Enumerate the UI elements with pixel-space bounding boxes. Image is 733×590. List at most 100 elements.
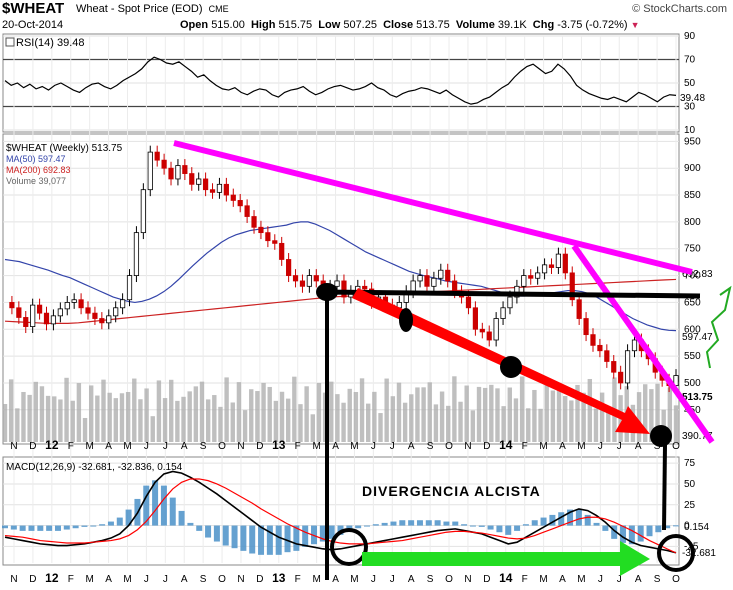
candle-body [64, 302, 70, 310]
candle-body [493, 318, 499, 341]
volume-bar [544, 381, 549, 442]
volume-bar [316, 382, 322, 442]
candle-body [140, 189, 146, 234]
volume-bar [181, 396, 186, 442]
y-tick-label: 75 [684, 458, 696, 469]
histogram-bar [125, 509, 132, 526]
x-tick-label: D [483, 574, 490, 585]
candle-body [521, 275, 527, 287]
volume-bar [273, 400, 279, 442]
candle-body [57, 308, 63, 317]
histogram-bar [575, 509, 582, 526]
candle-body [500, 307, 506, 319]
candle-body [106, 315, 112, 324]
candle-body [251, 216, 257, 228]
grid [3, 35, 679, 563]
volume-bar [526, 408, 531, 442]
macd-panel [2, 456, 680, 566]
volume-bar [249, 389, 254, 442]
volume-bar [519, 376, 525, 442]
ohlc-open-value: 515.00 [211, 19, 245, 31]
histogram-bar [328, 525, 335, 539]
volume-bar [439, 391, 445, 442]
x-tick-label: A [635, 441, 642, 452]
volume-bar [606, 408, 611, 442]
credit-text[interactable]: © StockCharts.com [632, 3, 727, 15]
candle-body [611, 361, 617, 373]
volume-bar [550, 390, 556, 442]
candle-body [528, 275, 534, 279]
volume-bar [452, 376, 457, 442]
candle-body [50, 315, 57, 325]
x-tick-label: N [464, 574, 471, 585]
candle-body [133, 232, 140, 276]
down-triangle-icon: ▼ [630, 20, 640, 30]
volume-bar [95, 395, 100, 442]
candle-body [286, 259, 292, 276]
candle-body [410, 280, 416, 293]
histogram-bar [258, 525, 265, 555]
volume-bar [538, 408, 543, 442]
histogram-bar [443, 521, 450, 526]
histogram-bar [37, 525, 44, 531]
candle-body [99, 318, 105, 324]
y-tick-label: 550 [684, 351, 701, 362]
volume-bar [169, 379, 174, 442]
histogram-bar [664, 525, 671, 529]
histogram-bar [205, 525, 212, 538]
histogram-bar [522, 524, 529, 526]
volume-bar [193, 386, 199, 442]
volume-bar [507, 387, 512, 442]
histogram-bar [81, 525, 88, 527]
x-tick-label: M [350, 441, 358, 452]
candle-body [631, 339, 638, 352]
macd-value-label: -32.681 [682, 548, 716, 559]
x-tick-label: S [654, 441, 661, 452]
candle-body [604, 350, 610, 362]
x-tick-label: M [312, 441, 320, 452]
divergence-label: DIVERGENCIA ALCISTA [362, 483, 541, 499]
volume-bar [242, 410, 248, 442]
histogram-bar [213, 525, 220, 542]
histogram-bar [549, 514, 556, 526]
x-tick-label: F [68, 574, 74, 585]
support-line [321, 289, 701, 299]
histogram-bar [63, 525, 70, 530]
candle-body [209, 189, 216, 193]
upper-trendline [173, 140, 693, 275]
histogram-bar [469, 525, 476, 527]
ohlc-close-label: Close [383, 19, 414, 31]
x-tick-label: 13 [272, 571, 286, 585]
x-tick-label: A [181, 441, 188, 452]
candle-body [479, 328, 485, 333]
x-tick-label: J [144, 574, 149, 585]
volume-bar [199, 381, 205, 442]
x-tick-label: M [85, 574, 93, 585]
chart-description: Wheat - Spot Price (EOD) CME [76, 3, 229, 15]
volume-bar [298, 404, 303, 442]
histogram-bar [302, 525, 309, 547]
volume-bar [402, 402, 408, 442]
x-tick-label: J [144, 441, 149, 452]
y-tick-label: 600 [684, 324, 701, 335]
volume-bar [187, 391, 192, 442]
rsi-legend: RSI(14) 39.48 [16, 37, 84, 49]
annotation-overlay: DIVERGENCIA ALCISTA [173, 140, 732, 580]
x-tick-label: O [218, 574, 226, 585]
candle-body [362, 285, 368, 290]
x-tick-label: J [163, 441, 168, 452]
histogram-bar [602, 525, 609, 531]
volume-bar [64, 377, 69, 442]
x-tick-label: J [163, 574, 168, 585]
volume-bar [587, 378, 593, 442]
volume-bar [21, 391, 26, 442]
x-tick-label: J [617, 574, 622, 585]
candle-body [341, 280, 347, 298]
ohlc-volume-label: Volume [455, 19, 495, 31]
candle-body [272, 240, 278, 244]
candle-body [507, 296, 513, 309]
histogram-bar [178, 510, 185, 526]
ohlc-high-value: 515.75 [278, 19, 313, 31]
candle-body [597, 344, 603, 352]
x-tick-label: J [617, 441, 622, 452]
